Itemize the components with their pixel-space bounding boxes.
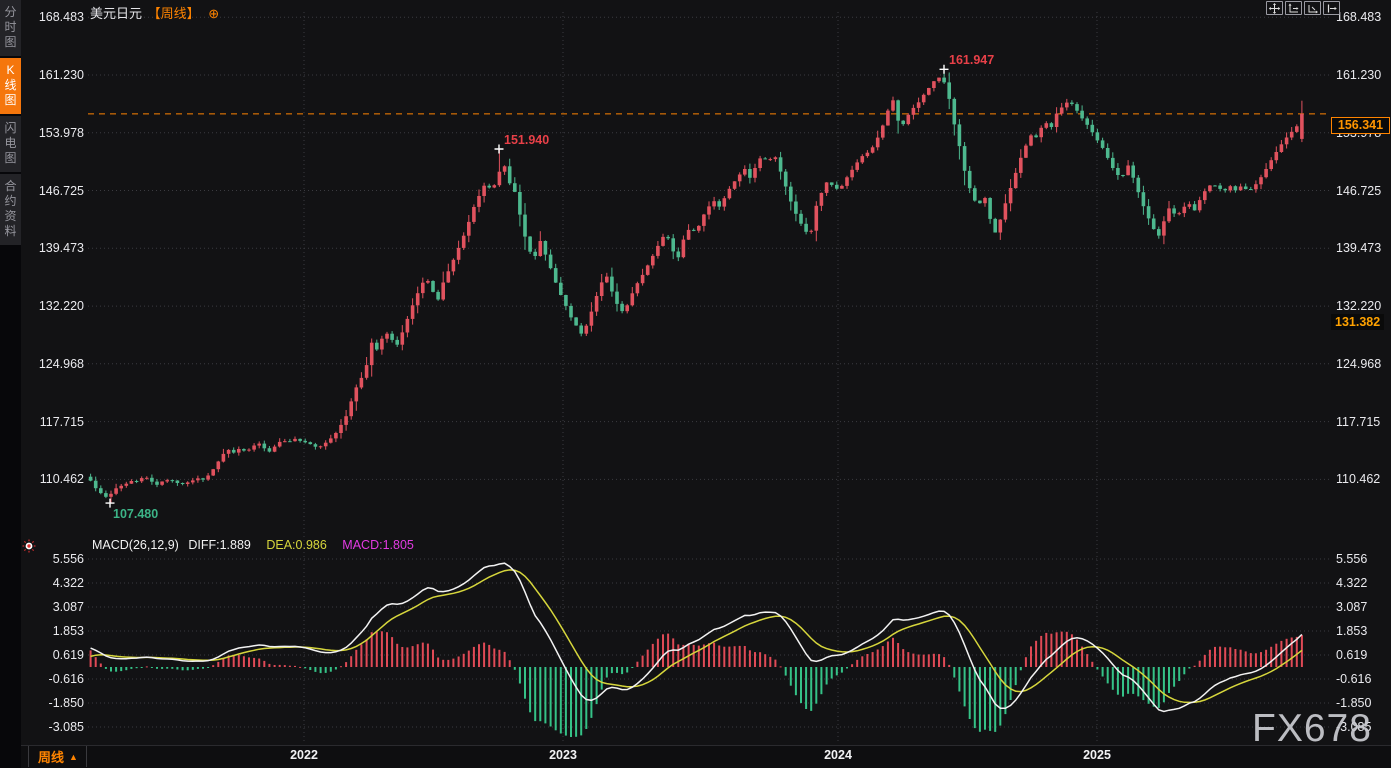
- axis-tick-label: 1.853: [1336, 623, 1368, 638]
- axis-tick-label: 168.483: [38, 10, 84, 25]
- pan-icon[interactable]: [1266, 1, 1283, 15]
- period-label: 【周线】: [147, 6, 200, 21]
- axis-tick-label: -1.850: [48, 695, 84, 710]
- axis-tick-label: 124.968: [38, 356, 84, 371]
- axis-tick-label: 4.322: [52, 575, 84, 590]
- shift-right-icon[interactable]: [1323, 1, 1340, 15]
- axis-tick-label: 110.462: [1336, 472, 1381, 487]
- sidebar-tab-2[interactable]: 闪电图: [0, 116, 21, 172]
- axis-tick-label: 153.978: [38, 125, 84, 140]
- year-axis-label: 2023: [549, 748, 577, 762]
- axis-tick-label: 161.230: [1336, 67, 1382, 82]
- period-selector-label: 周线: [38, 750, 65, 765]
- axis-tick-label: -3.085: [48, 719, 84, 734]
- high-price-marker: 161.947: [949, 53, 995, 68]
- fit-x-axis-icon[interactable]: [1304, 1, 1321, 15]
- add-compare-icon[interactable]: ⊕: [208, 6, 220, 21]
- axis-tick-label: 4.322: [1336, 575, 1368, 590]
- axis-tick-label: -3.085: [1336, 719, 1372, 734]
- axis-tick-label: 3.087: [52, 599, 84, 614]
- axis-tick-label: 146.725: [38, 183, 84, 198]
- macd-indicator-header[interactable]: MACD(26,12,9) DIFF:1.889 DEA:0.986 MACD:…: [92, 538, 414, 552]
- macd-name-label: MACD(26,12,9): [92, 538, 179, 552]
- axis-tick-label: -0.616: [1336, 671, 1372, 686]
- axis-tick-label: 5.556: [52, 551, 84, 566]
- current-price-tag: 156.341: [1331, 116, 1390, 134]
- axis-tick-label: 139.473: [38, 241, 84, 256]
- axis-tick-label: 5.556: [1336, 551, 1368, 566]
- macd-dea-value: DEA:0.986: [266, 538, 327, 552]
- axis-tick-label: 124.968: [1336, 356, 1382, 371]
- live-indicator-icon: [22, 539, 36, 558]
- axis-tick-label: 0.619: [52, 647, 84, 662]
- chart-toolbar: [1266, 1, 1340, 15]
- sidebar-tab-3[interactable]: 合约资料: [0, 174, 21, 245]
- watermark: FX678: [1252, 707, 1372, 750]
- axis-tick-label: 161.230: [38, 67, 84, 82]
- axis-tick-label: 146.725: [1336, 183, 1382, 198]
- fit-y-axis-icon[interactable]: [1285, 1, 1302, 15]
- axis-tick-label: -1.850: [1336, 695, 1372, 710]
- page-title: 美元日元: [90, 6, 143, 21]
- swing-high-price-marker: 151.940: [504, 132, 550, 147]
- year-axis-label: 2024: [824, 748, 852, 762]
- chart-title-bar: 美元日元 【周线】 ⊕: [90, 3, 219, 22]
- axis-tick-label: 139.473: [1336, 241, 1382, 256]
- low-price-marker: 107.480: [113, 507, 159, 522]
- sidebar-tab-0[interactable]: 分时图: [0, 0, 21, 56]
- year-axis-label: 2025: [1083, 748, 1111, 762]
- axis-tick-label: 1.853: [52, 623, 84, 638]
- axis-tick-label: 117.715: [1336, 414, 1381, 429]
- axis-tick-label: 117.715: [39, 414, 84, 429]
- year-axis-label: 2022: [290, 748, 318, 762]
- axis-tick-label: 168.483: [1336, 10, 1382, 25]
- period-selector[interactable]: 周线 ▲: [28, 746, 87, 767]
- axis-tick-label: 0.619: [1336, 647, 1368, 662]
- reference-price-tag: 131.382: [1331, 313, 1385, 330]
- axis-tick-label: -0.616: [48, 671, 84, 686]
- macd-hist-value: MACD:1.805: [342, 538, 414, 552]
- axis-tick-label: 110.462: [39, 472, 84, 487]
- period-dropdown-arrow-icon: ▲: [69, 751, 78, 762]
- axis-tick-label: 132.220: [38, 299, 84, 314]
- axis-tick-label: 3.087: [1336, 599, 1368, 614]
- axis-tick-label: 132.220: [1336, 299, 1382, 314]
- macd-diff-value: DIFF:1.889: [188, 538, 251, 552]
- time-axis-bar: [21, 745, 1391, 768]
